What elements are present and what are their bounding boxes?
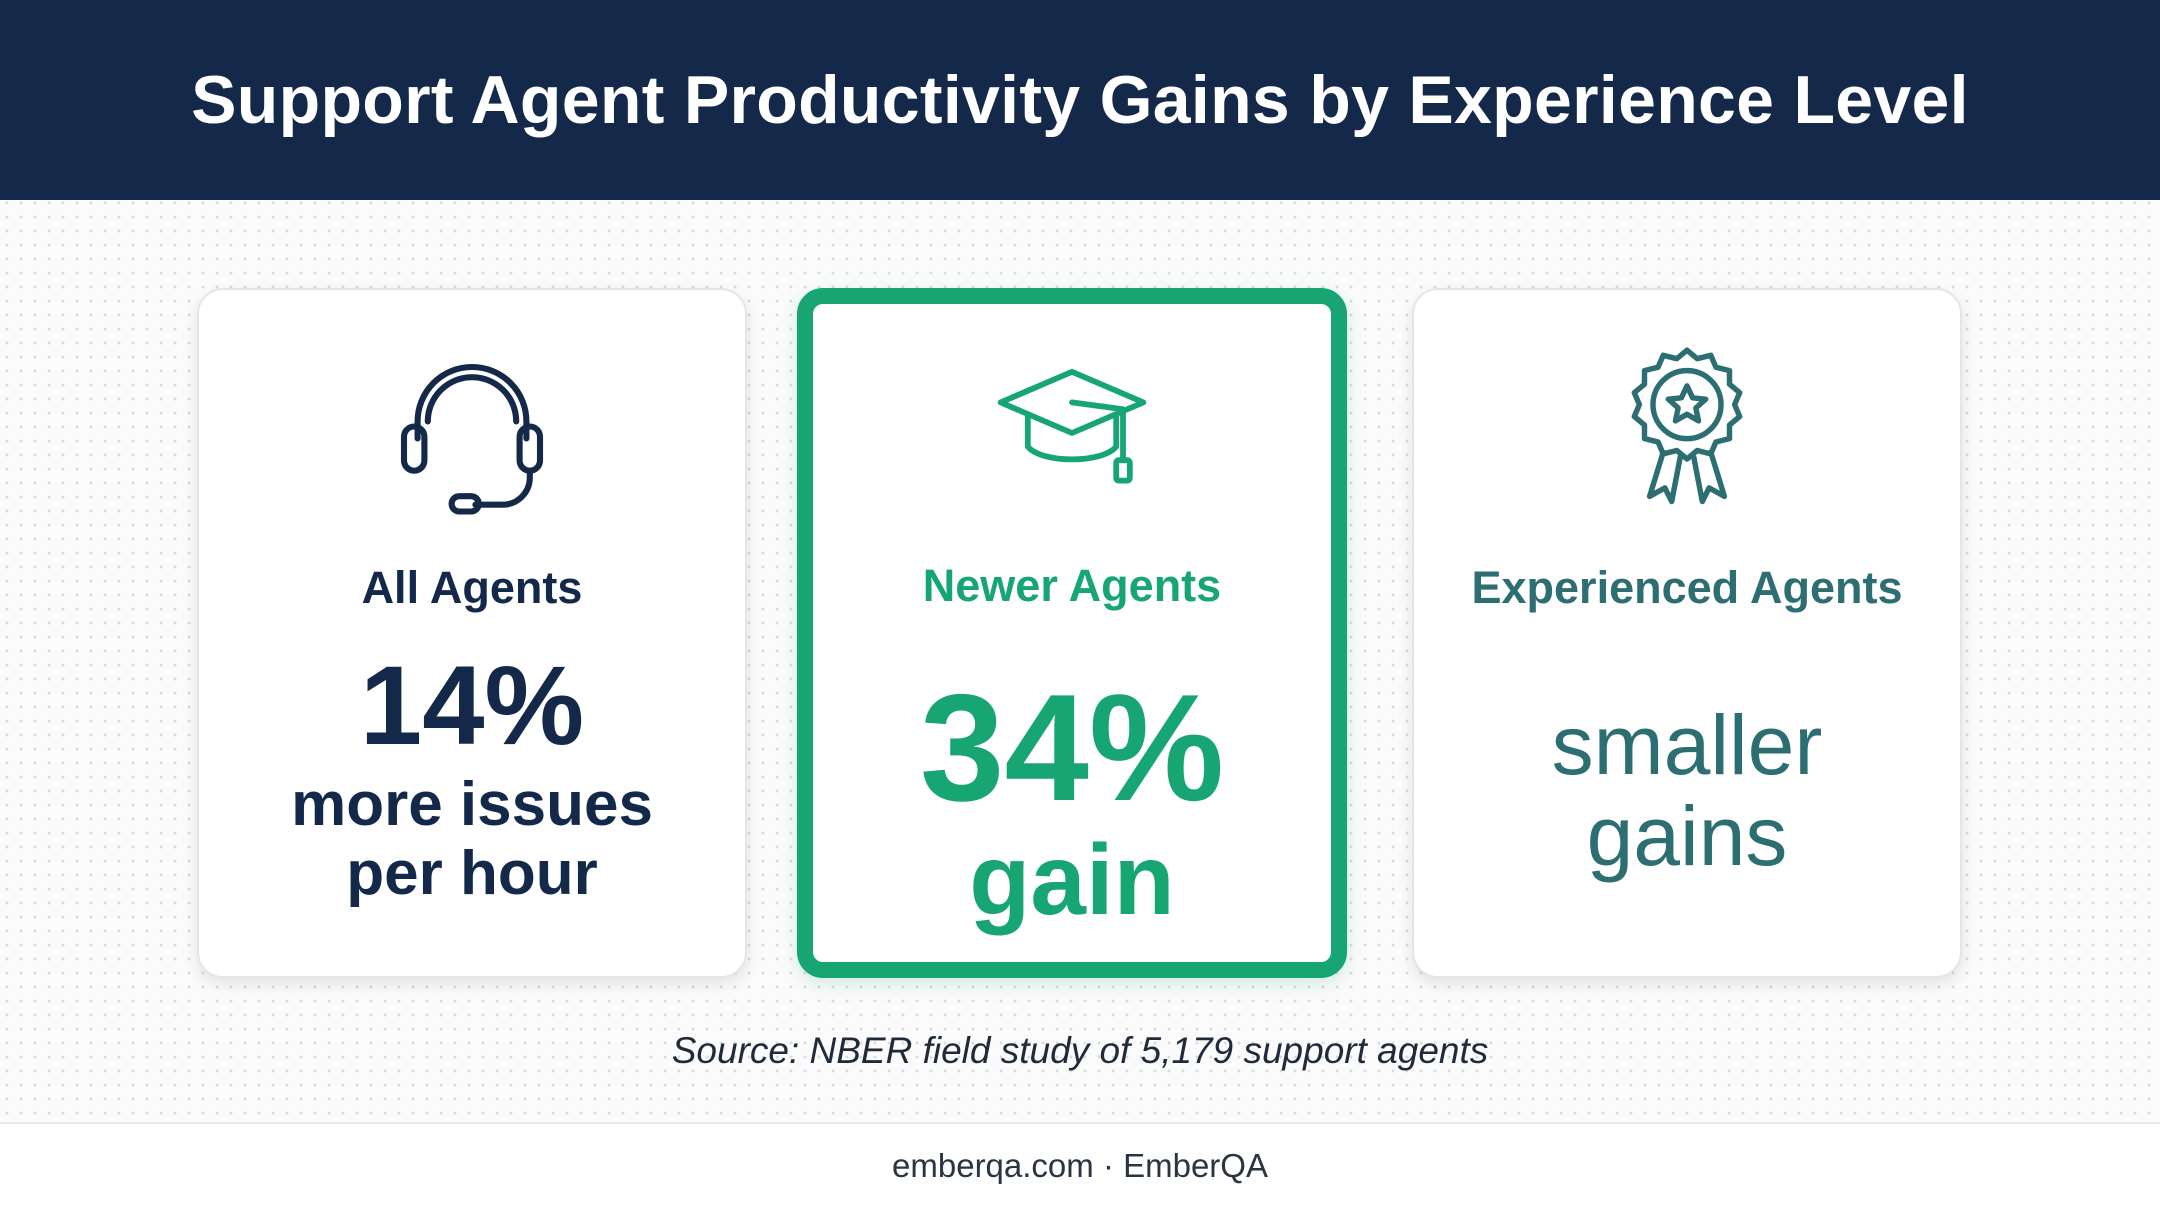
title: Support Agent Productivity Gains by Expe…	[191, 62, 1969, 138]
card-body: 34% gain	[813, 672, 1331, 936]
card: Experienced Agents smaller gains	[1412, 288, 1962, 978]
card-body: smaller gains	[1414, 698, 1960, 883]
award-icon	[1631, 347, 1743, 505]
footer-text: emberqa.com · EmberQA	[892, 1147, 1268, 1184]
card-value: 34%	[919, 663, 1225, 833]
header: Support Agent Productivity Gains by Expe…	[0, 0, 2160, 200]
card: All Agents 14% more issues per hour	[197, 288, 747, 978]
footer: emberqa.com · EmberQA	[0, 1122, 2160, 1208]
card-description: more issues per hour	[291, 770, 653, 909]
card-label: Experienced Agents	[1471, 562, 1903, 613]
card-body: 14% more issues per hour	[199, 650, 745, 909]
card-value: 14%	[359, 643, 585, 768]
source-note: Source: NBER field study of 5,179 suppor…	[671, 1030, 1489, 1071]
card-description: gain	[969, 824, 1175, 936]
graduation-cap-icon	[997, 368, 1147, 484]
card-label: All Agents	[361, 562, 583, 613]
card-label: Newer Agents	[922, 560, 1222, 611]
headset-icon	[400, 363, 544, 515]
card-highlighted: Newer Agents 34% gain	[797, 288, 1347, 978]
card-description: smaller gains	[1551, 698, 1823, 883]
